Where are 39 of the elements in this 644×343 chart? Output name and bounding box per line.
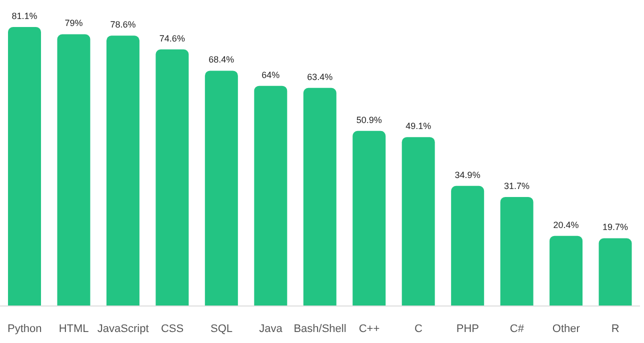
x-tick-label: Java	[259, 322, 284, 335]
bar	[451, 186, 484, 306]
x-tick-label: Python	[7, 322, 42, 335]
bar	[598, 238, 632, 306]
x-tick-label: PHP	[456, 322, 480, 335]
data-label: 63.4%	[307, 72, 333, 82]
bar	[204, 70, 238, 306]
x-tick-label: Bash/Shell	[294, 322, 346, 335]
x-tick-label: SQL	[210, 322, 233, 335]
bar	[303, 88, 336, 306]
x-tick-label: C++	[358, 322, 380, 335]
data-label: 31.7%	[504, 180, 530, 191]
data-label: 50.9%	[356, 114, 382, 125]
data-label: 34.9%	[454, 170, 480, 180]
bar	[500, 196, 534, 306]
bar	[106, 36, 140, 306]
bar	[550, 236, 583, 306]
x-tick-label: C	[414, 322, 422, 335]
bar	[156, 49, 189, 306]
x-tick-label: C#	[510, 322, 525, 335]
data-label: 81.1%	[12, 11, 38, 21]
x-tick-label: JavaScript	[97, 322, 149, 335]
bar	[8, 27, 41, 306]
bar	[352, 130, 386, 306]
data-label: 19.7%	[602, 222, 628, 232]
data-label: 79%	[64, 18, 83, 28]
x-tick-label: CSS	[160, 322, 184, 335]
bar	[254, 86, 288, 306]
data-label: 74.6%	[159, 33, 185, 44]
data-label: 20.4%	[553, 220, 579, 230]
bar	[402, 137, 435, 306]
data-label: 78.6%	[110, 20, 136, 30]
data-label: 64%	[262, 70, 280, 80]
data-label: 68.4%	[208, 54, 234, 65]
x-tick-label: HTML	[58, 322, 89, 335]
x-tick-label: Other	[552, 322, 580, 335]
data-label: 49.1%	[406, 121, 432, 132]
x-tick-label: R	[611, 322, 620, 335]
bar	[57, 34, 90, 306]
